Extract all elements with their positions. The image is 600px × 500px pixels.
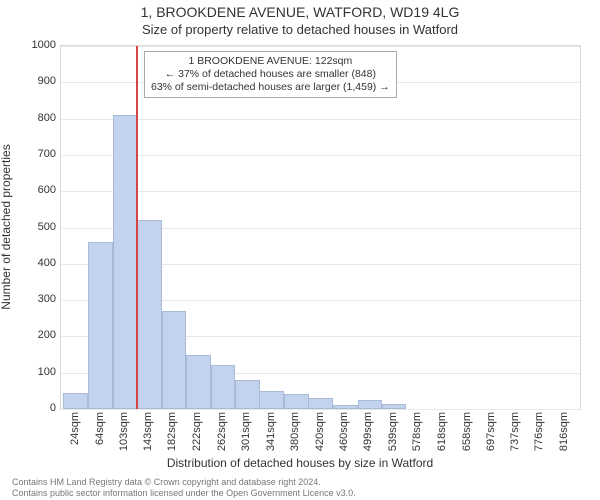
property-marker-line xyxy=(136,46,138,409)
x-tick-label: 776sqm xyxy=(533,412,545,451)
x-tick-label: 380sqm xyxy=(289,412,301,451)
chart-title-subtitle: Size of property relative to detached ho… xyxy=(0,22,600,37)
x-tick-label: 182sqm xyxy=(166,412,178,451)
x-tick-label: 658sqm xyxy=(461,412,473,451)
x-tick-label: 103sqm xyxy=(118,412,130,451)
histogram-bar xyxy=(235,380,260,409)
credits-line1: Contains HM Land Registry data © Crown c… xyxy=(12,477,356,487)
histogram-bar xyxy=(333,405,358,409)
histogram-bar xyxy=(63,393,88,409)
histogram-bar xyxy=(162,311,187,409)
y-tick-label: 600 xyxy=(6,184,56,196)
credits: Contains HM Land Registry data © Crown c… xyxy=(12,477,356,498)
histogram-bar xyxy=(259,391,284,409)
y-tick-label: 500 xyxy=(6,221,56,233)
y-tick-label: 300 xyxy=(6,293,56,305)
histogram-bar xyxy=(382,404,407,409)
x-tick-label: 578sqm xyxy=(411,412,423,451)
x-tick-label: 697sqm xyxy=(485,412,497,451)
x-tick-label: 262sqm xyxy=(216,412,228,451)
x-tick-label: 143sqm xyxy=(142,412,154,451)
x-axis-label: Distribution of detached houses by size … xyxy=(0,456,600,470)
y-tick-label: 800 xyxy=(6,112,56,124)
x-tick-label: 64sqm xyxy=(94,412,106,445)
x-tick-label: 618sqm xyxy=(436,412,448,451)
annotation-line2: ← 37% of detached houses are smaller (84… xyxy=(151,68,390,81)
x-tick-label: 816sqm xyxy=(558,412,570,451)
histogram-bar xyxy=(186,355,211,409)
plot-area xyxy=(60,45,581,410)
gridline xyxy=(61,119,580,120)
chart-title-address: 1, BROOKDENE AVENUE, WATFORD, WD19 4LG xyxy=(0,4,600,20)
y-tick-label: 100 xyxy=(6,366,56,378)
histogram-bar xyxy=(358,400,383,409)
histogram-bar xyxy=(137,220,162,409)
gridline xyxy=(61,46,580,47)
x-tick-label: 420sqm xyxy=(314,412,326,451)
x-tick-label: 222sqm xyxy=(191,412,203,451)
gridline xyxy=(61,155,580,156)
x-tick-label: 24sqm xyxy=(69,412,81,445)
chart-container: 1, BROOKDENE AVENUE, WATFORD, WD19 4LG S… xyxy=(0,0,600,500)
gridline xyxy=(61,191,580,192)
histogram-bar xyxy=(88,242,113,409)
x-tick-label: 460sqm xyxy=(338,412,350,451)
annotation-line1: 1 BROOKDENE AVENUE: 122sqm xyxy=(151,55,390,68)
x-tick-label: 737sqm xyxy=(509,412,521,451)
x-tick-label: 341sqm xyxy=(265,412,277,451)
histogram-bar xyxy=(284,394,309,409)
y-tick-label: 200 xyxy=(6,329,56,341)
histogram-bar xyxy=(211,365,236,409)
y-tick-label: 400 xyxy=(6,257,56,269)
annotation-box: 1 BROOKDENE AVENUE: 122sqm ← 37% of deta… xyxy=(144,51,397,98)
x-tick-label: 301sqm xyxy=(240,412,252,451)
histogram-bar xyxy=(113,115,138,409)
credits-line2: Contains public sector information licen… xyxy=(12,488,356,498)
gridline xyxy=(61,409,580,410)
y-tick-label: 0 xyxy=(6,402,56,414)
x-tick-label: 539sqm xyxy=(387,412,399,451)
y-tick-label: 700 xyxy=(6,148,56,160)
histogram-bar xyxy=(308,398,333,409)
x-tick-label: 499sqm xyxy=(362,412,374,451)
annotation-line3: 63% of semi-detached houses are larger (… xyxy=(151,81,390,94)
y-tick-label: 1000 xyxy=(6,39,56,51)
y-tick-label: 900 xyxy=(6,75,56,87)
